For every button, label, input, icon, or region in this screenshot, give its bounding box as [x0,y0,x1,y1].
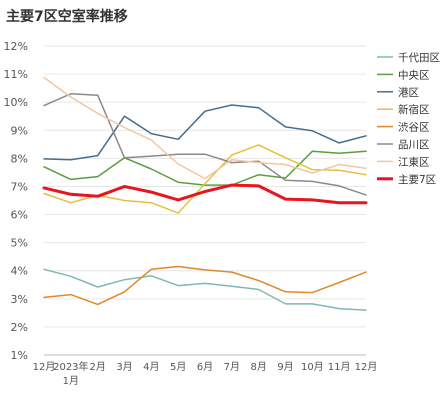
legend-label: 港区 [398,87,419,99]
y-axis-ticks: 1% 2% 3% 4% 5% 6% 7% 8% 9% 10% 11% 12% [4,40,28,362]
x-tick-label: 11月 [328,361,351,373]
legend-label: 渋谷区 [398,121,430,134]
x-tick-label: 12月 [33,361,56,373]
x-tick-label: 2月 [89,361,105,373]
legend-label: 千代田区 [398,52,440,64]
legend-label: 中央区 [398,68,430,81]
x-tick-label: 5月 [170,361,186,373]
legend-label: 主要7区 [398,174,436,186]
y-tick-label: 1% [11,349,28,362]
legend-label: 新宿区 [398,103,430,116]
series-lines [42,76,368,311]
x-tick-label: 3月 [116,361,132,373]
y-tick-label: 2% [11,321,28,334]
y-tick-label: 12% [4,40,28,53]
y-tick-label: 7% [11,180,28,193]
series-line-7 [42,183,368,205]
x-tick-label: 2023年 1月 [53,360,88,387]
series-line-0 [43,268,367,311]
y-tick-label: 10% [4,96,28,109]
x-tick-label: 12月 [355,361,378,373]
legend-label: 品川区 [398,139,430,151]
x-tick-label: 8月 [250,361,266,373]
x-tick-label: 9月 [277,361,293,373]
y-tick-label: 5% [11,237,28,250]
y-tick-label: 8% [11,152,28,165]
y-tick-label: 9% [11,124,28,137]
gridlines [44,45,366,356]
x-tick-label: 6月 [197,361,213,373]
series-line-5 [43,93,367,196]
chart-title: 主要7区空室率推移 [6,9,128,25]
x-tick-label: 7月 [224,361,240,373]
series-line-6 [43,76,367,180]
y-tick-label: 6% [11,209,28,222]
y-tick-label: 4% [11,265,28,278]
y-tick-label: 3% [11,293,28,306]
x-tick-label: 4月 [143,361,159,373]
legend-label: 江東区 [398,155,430,168]
x-tick-label: 10月 [301,361,324,373]
series-line-4 [43,265,367,306]
series-line-2 [43,104,367,161]
series-line-1 [43,150,367,186]
y-tick-label: 11% [4,68,28,81]
